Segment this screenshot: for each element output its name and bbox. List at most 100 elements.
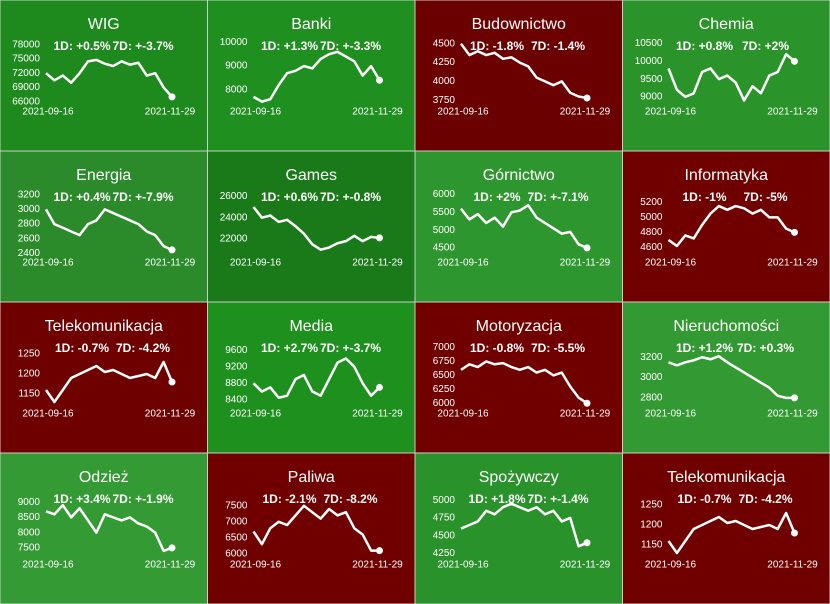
y-tick-label: 9000 — [640, 92, 663, 103]
tile-background — [0, 0, 208, 152]
price-line — [45, 503, 173, 553]
end-dot — [791, 529, 798, 537]
x-tick-label: 2021-09-16 — [230, 409, 282, 420]
y-tick-label: 66000 — [12, 96, 40, 107]
x-tick-label: 2021-11-29 — [352, 107, 403, 118]
x-tick-label: 2021-09-16 — [437, 107, 489, 118]
x-tick-label: 2021-11-29 — [560, 409, 611, 420]
y-tick-label: 24000 — [220, 212, 248, 223]
x-tick-label: 2021-11-29 — [560, 560, 611, 571]
y-tick-label: 4000 — [433, 76, 456, 87]
x-tick-label: 2021-11-29 — [767, 107, 818, 118]
price-line — [460, 360, 588, 405]
price-line — [45, 58, 173, 98]
y-tick-label: 1150 — [18, 389, 40, 400]
chart-title: Nieruchomości — [673, 318, 779, 335]
chart-title: Banki — [291, 16, 331, 33]
change-label: 7D: +2% — [742, 39, 789, 53]
y-tick-label: 5500 — [433, 207, 456, 218]
change-label: 7D: +-1.4% — [527, 492, 588, 506]
change-label: 7D: +-1.9% — [112, 492, 173, 506]
y-tick-label: 9600 — [225, 345, 248, 356]
price-line — [252, 504, 380, 552]
y-tick-label: 8400 — [225, 394, 248, 405]
y-tick-label: 6500 — [433, 370, 456, 381]
tile-background — [414, 150, 623, 303]
price-line — [252, 50, 381, 103]
chart-tile: Motoryzacja 1D: -0.8% 7D: -5.5% 6000 6250 650… — [414, 301, 623, 454]
change-label: 1D: +1.8% — [468, 492, 525, 506]
y-tick-label: 7500 — [18, 542, 41, 553]
y-tick-label: 78000 — [12, 39, 40, 50]
y-tick-label: 6500 — [225, 532, 248, 543]
chart-title: Informatyka — [684, 167, 768, 184]
end-dot — [376, 234, 383, 242]
y-tick-label: 1200 — [640, 520, 663, 531]
y-tick-label: 5200 — [640, 197, 663, 208]
chart-title: Odzież — [79, 469, 129, 486]
end-dot — [583, 399, 591, 407]
x-tick-label: 2021-09-16 — [22, 258, 74, 269]
price-line — [252, 357, 381, 399]
chart-title: Spożywczy — [479, 469, 559, 486]
change-label: 7D: +-3.7% — [320, 341, 381, 355]
y-tick-label: 3200 — [18, 189, 41, 200]
y-tick-label: 5000 — [433, 495, 456, 506]
y-tick-label: 9000 — [225, 61, 248, 72]
y-tick-label: 7000 — [225, 516, 248, 527]
price-line — [460, 502, 588, 548]
x-tick-label: 2021-09-16 — [645, 560, 697, 571]
y-tick-label: 8800 — [225, 378, 248, 389]
chart-tile: Banki 1D: +1.3% 7D: +-3.3% 8000 9000 10000 202… — [207, 0, 416, 152]
change-label: 1D: +1.3% — [261, 39, 318, 53]
end-dot — [376, 383, 383, 391]
y-tick-label: 4500 — [433, 530, 456, 541]
chart-tile: Górnictwo 1D: +2% 7D: +-7.1% 4500 5000 5500 60… — [414, 150, 623, 303]
change-label: 7D: +-3.3% — [320, 39, 381, 53]
y-tick-label: 2600 — [18, 233, 41, 244]
end-dot — [376, 547, 383, 555]
y-tick-label: 6000 — [225, 548, 248, 559]
change-label: 7D: -4.2% — [116, 341, 170, 355]
y-tick-label: 4800 — [640, 227, 663, 238]
change-label: 7D: -1.4% — [531, 39, 585, 53]
tile-background — [622, 150, 830, 303]
chart-tile: Informatyka 1D: -1% 7D: -5% 4600 4800 5000 520… — [622, 150, 830, 303]
y-tick-label: 4600 — [640, 242, 663, 253]
x-tick-label: 2021-09-16 — [230, 107, 282, 118]
price-line — [667, 52, 796, 102]
tile-background — [207, 0, 416, 152]
price-line — [44, 208, 173, 251]
price-line — [252, 206, 380, 251]
tile-background — [414, 452, 623, 604]
price-line — [668, 354, 795, 400]
end-dot — [168, 93, 176, 101]
x-tick-label: 2021-09-16 — [22, 560, 74, 571]
change-label: 7D: +-7.9% — [112, 190, 173, 204]
chart-tile: Telekomunikacja 1D: -0.7% 7D: -4.2% 1150 120… — [0, 301, 208, 454]
chart-title: Telekomunikacja — [45, 318, 163, 335]
chart-title: Telekomunikacja — [667, 469, 785, 486]
y-tick-label: 4500 — [433, 243, 456, 254]
y-tick-label: 8500 — [18, 512, 41, 523]
change-label: 7D: -4.2% — [738, 492, 792, 506]
x-tick-label: 2021-09-16 — [645, 258, 697, 269]
y-tick-label: 3000 — [640, 372, 663, 383]
chart-tile: Nieruchomości 1D: +1.2% 7D: +0.3% 2800 3000 3… — [622, 301, 830, 454]
end-dot — [583, 539, 591, 547]
chart-tile: Telekomunikacja 1D: -0.7% 7D: -4.2% 1150 120… — [622, 452, 830, 604]
x-tick-label: 2021-09-16 — [230, 560, 282, 571]
y-tick-label: 6000 — [433, 398, 456, 409]
tile-background — [0, 301, 208, 454]
change-label: 1D: -0.7% — [55, 341, 109, 355]
x-tick-label: 2021-11-29 — [145, 107, 196, 118]
x-tick-label: 2021-09-16 — [437, 258, 489, 269]
y-tick-label: 6750 — [433, 356, 456, 367]
y-tick-label: 3200 — [640, 352, 663, 363]
x-tick-label: 2021-09-16 — [645, 107, 697, 118]
y-tick-label: 75000 — [12, 54, 40, 65]
tile-background — [0, 452, 208, 604]
end-dot — [791, 394, 798, 402]
change-label: 1D: +0.8% — [676, 39, 733, 53]
